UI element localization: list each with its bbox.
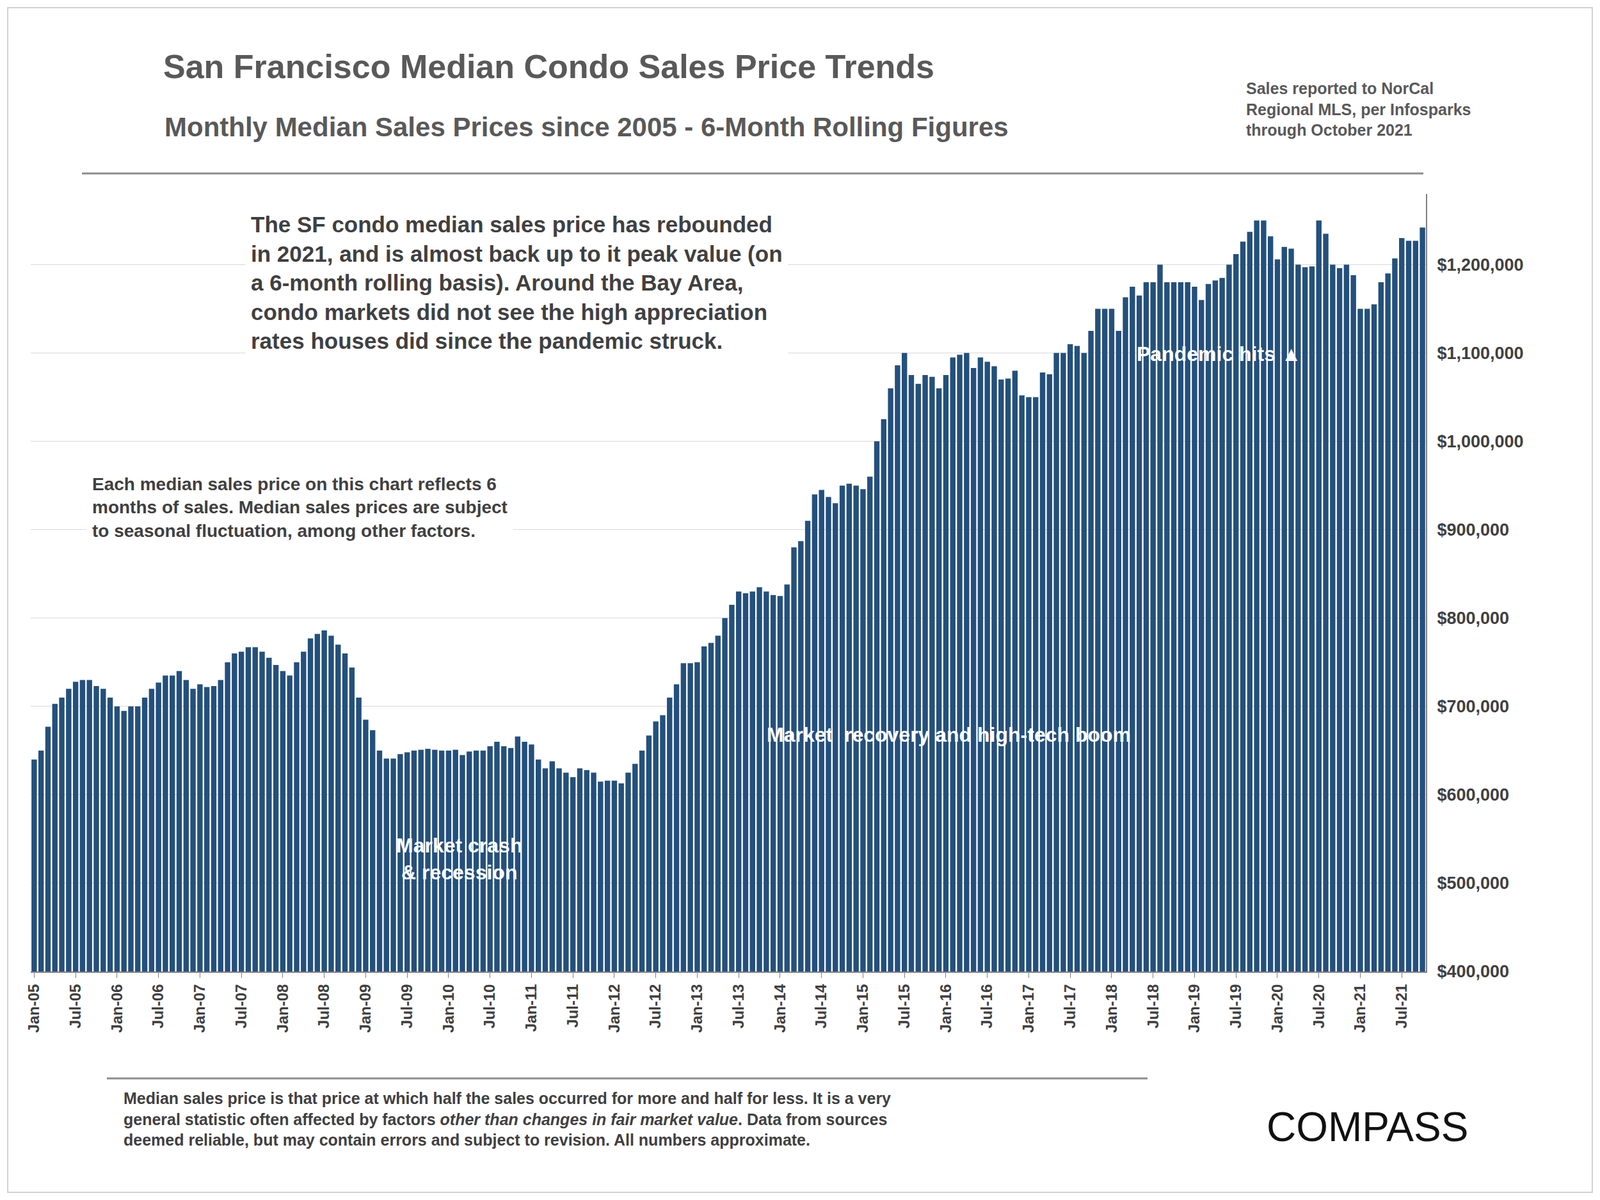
svg-text:Jul-06: Jul-06	[149, 984, 167, 1029]
svg-text:Monthly Median Sales Prices si: Monthly Median Sales Prices since 2005 -…	[164, 112, 1009, 143]
svg-text:Jan-12: Jan-12	[605, 984, 623, 1033]
svg-text:Jan-08: Jan-08	[273, 984, 292, 1033]
svg-text:Market crash& recession: Market crash& recession	[396, 833, 523, 884]
svg-text:Jul-11: Jul-11	[563, 984, 582, 1028]
svg-text:Jan-10: Jan-10	[439, 984, 457, 1033]
svg-text:Jan-13: Jan-13	[688, 984, 706, 1033]
svg-text:Jan-17: Jan-17	[1019, 984, 1037, 1033]
svg-text:Jul-18: Jul-18	[1144, 984, 1162, 1029]
svg-text:Jan-05: Jan-05	[24, 984, 43, 1033]
svg-text:Jan-21: Jan-21	[1351, 984, 1369, 1033]
svg-text:Jul-07: Jul-07	[232, 984, 250, 1029]
svg-text:Jul-10: Jul-10	[480, 984, 498, 1029]
svg-text:$1,100,000: $1,100,000	[1436, 343, 1524, 363]
svg-text:Sales reported to NorCalRegion: Sales reported to NorCalRegional MLS, pe…	[1246, 79, 1471, 139]
svg-text:Jul-20: Jul-20	[1310, 984, 1328, 1029]
svg-text:Jul-12: Jul-12	[646, 984, 664, 1029]
svg-text:Each median sales price on thi: Each median sales price on this chart re…	[92, 474, 508, 541]
svg-text:$800,000: $800,000	[1436, 608, 1510, 628]
svg-text:Jan-18: Jan-18	[1102, 984, 1120, 1033]
svg-text:Pandemic hits ▲: Pandemic hits ▲	[1136, 342, 1302, 366]
svg-text:Jul-19: Jul-19	[1226, 984, 1245, 1029]
svg-text:Jan-11: Jan-11	[522, 984, 540, 1033]
svg-text:Jul-15: Jul-15	[895, 984, 913, 1029]
svg-text:$600,000: $600,000	[1436, 785, 1510, 805]
svg-text:Jul-08: Jul-08	[314, 984, 333, 1029]
svg-text:Jul-14: Jul-14	[812, 983, 830, 1029]
svg-text:Jul-05: Jul-05	[66, 984, 84, 1029]
svg-text:The SF condo median sales pric: The SF condo median sales price has rebo…	[250, 211, 783, 354]
svg-text:Jul-17: Jul-17	[1061, 984, 1079, 1029]
svg-text:Median sales price is that pri: Median sales price is that price at whic…	[123, 1089, 891, 1149]
svg-text:Jan-15: Jan-15	[853, 984, 872, 1033]
svg-text:$400,000: $400,000	[1436, 961, 1510, 982]
svg-text:$1,200,000: $1,200,000	[1436, 255, 1524, 275]
svg-text:COMPASS: COMPASS	[1266, 1104, 1469, 1151]
svg-text:Jan-06: Jan-06	[108, 984, 126, 1033]
svg-text:$1,000,000: $1,000,000	[1436, 432, 1524, 452]
svg-text:Jul-09: Jul-09	[398, 984, 416, 1029]
svg-text:Jan-07: Jan-07	[190, 984, 208, 1033]
svg-text:Jul-21: Jul-21	[1392, 984, 1410, 1029]
svg-text:Jul-13: Jul-13	[729, 984, 747, 1029]
svg-text:$700,000: $700,000	[1436, 696, 1510, 717]
svg-text:Jan-16: Jan-16	[936, 984, 955, 1033]
svg-text:$900,000: $900,000	[1436, 520, 1510, 540]
svg-text:Jul-16: Jul-16	[978, 984, 996, 1029]
svg-text:Jan-20: Jan-20	[1268, 984, 1286, 1033]
svg-text:$500,000: $500,000	[1436, 873, 1510, 893]
svg-text:San Francisco Median Condo Sal: San Francisco Median Condo Sales Price T…	[163, 48, 935, 86]
svg-text:Jan-14: Jan-14	[771, 983, 789, 1033]
svg-text:Jan-19: Jan-19	[1185, 984, 1203, 1033]
svg-text:Market recovery and high-tech: Market recovery and high-tech boom	[766, 723, 1131, 747]
svg-text:Jan-09: Jan-09	[356, 984, 374, 1033]
